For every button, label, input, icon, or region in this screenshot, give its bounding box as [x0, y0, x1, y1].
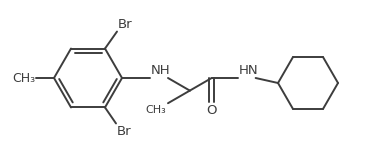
Text: HN: HN	[239, 64, 258, 77]
Text: CH₃: CH₃	[145, 105, 166, 115]
Text: Br: Br	[117, 125, 132, 138]
Text: O: O	[206, 104, 217, 117]
Text: CH₃: CH₃	[12, 71, 35, 84]
Text: NH: NH	[151, 64, 171, 77]
Text: Br: Br	[118, 18, 132, 31]
